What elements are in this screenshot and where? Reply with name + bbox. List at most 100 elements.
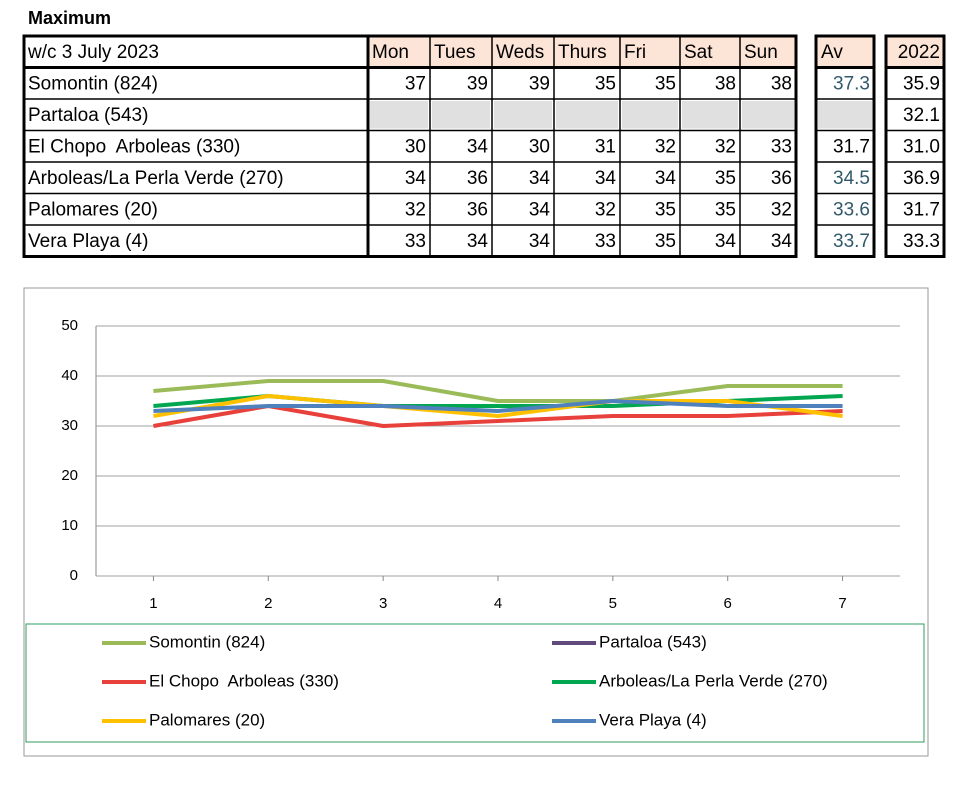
header-label: Sat — [684, 42, 713, 63]
header-cell — [816, 36, 874, 68]
header-cell — [740, 36, 796, 68]
header-cell — [886, 36, 944, 68]
cell-value: 32 — [595, 199, 616, 220]
x-tick-label: 3 — [379, 595, 387, 612]
cell-value: 30 — [529, 136, 550, 157]
cell-value: 34 — [655, 168, 677, 189]
cell-value: 37 — [405, 73, 426, 94]
cell-value: 36 — [467, 199, 488, 220]
prev-value: 33.3 — [903, 231, 940, 252]
y-tick-label: 40 — [61, 367, 78, 384]
prev-value: 36.9 — [903, 168, 940, 189]
header-cell — [554, 36, 620, 68]
series-line — [153, 379, 843, 403]
x-tick-label: 7 — [838, 595, 846, 612]
header-cell — [492, 36, 554, 68]
legend-label: Somontin (824) — [149, 632, 265, 651]
chart-frame — [23, 287, 929, 757]
row-name: Palomares (20) — [28, 199, 158, 220]
prev-value: 31.7 — [903, 199, 940, 220]
header-label: Av — [821, 42, 843, 63]
cell-value: 34 — [529, 199, 551, 220]
y-tick-label: 10 — [61, 517, 78, 534]
y-tick-label: 50 — [61, 317, 78, 334]
cell-value: 34 — [467, 231, 489, 252]
x-tick-label: 5 — [609, 595, 617, 612]
header-cell — [620, 36, 680, 68]
cell-value: 35 — [715, 199, 736, 220]
cell-value: 36 — [771, 168, 792, 189]
empty-cell — [742, 101, 794, 129]
header-label: 2022 — [898, 42, 940, 63]
row-name: Partaloa (543) — [28, 105, 148, 126]
legend-label: Arboleas/La Perla Verde (270) — [599, 671, 828, 690]
cell-value: 34 — [529, 168, 551, 189]
av-value: 33.6 — [833, 199, 870, 220]
x-tick-label: 4 — [494, 595, 502, 612]
header-label: Weds — [496, 42, 544, 63]
cell-value: 32 — [715, 136, 736, 157]
table-border — [884, 34, 946, 258]
cell-value: 32 — [655, 136, 676, 157]
x-tick-label: 2 — [264, 595, 272, 612]
cell-value: 30 — [405, 136, 426, 157]
legend-label: El Chopo Arboleas (330) — [149, 671, 339, 690]
cell-value: 33 — [405, 231, 426, 252]
cell-value: 34 — [771, 231, 793, 252]
cell-value: 38 — [715, 73, 736, 94]
series-line — [153, 394, 843, 418]
header-label: Mon — [372, 42, 409, 63]
row-name: Arboleas/La Perla Verde (270) — [28, 168, 284, 189]
table-border — [814, 34, 876, 258]
cell-value: 38 — [771, 73, 792, 94]
sheet-title: Maximum — [28, 8, 111, 28]
x-tick-label: 6 — [724, 595, 732, 612]
header-cell — [430, 36, 492, 68]
header-label: Thurs — [558, 42, 607, 63]
empty-cell — [556, 101, 618, 129]
series-line — [153, 399, 843, 413]
cell-value: 34 — [405, 168, 427, 189]
legend-label: Palomares (20) — [149, 710, 265, 729]
av-value: 34.5 — [833, 168, 870, 189]
cell-value: 34 — [467, 136, 489, 157]
cell-value: 35 — [655, 231, 676, 252]
header-cell — [368, 36, 430, 68]
cell-value: 35 — [595, 73, 616, 94]
y-tick-label: 20 — [61, 467, 78, 484]
av-value: 31.7 — [833, 136, 870, 157]
cell-value: 32 — [405, 199, 426, 220]
cell-value: 35 — [715, 168, 736, 189]
empty-cell — [494, 101, 552, 129]
header-label: Sun — [744, 42, 778, 63]
cell-value: 34 — [715, 231, 737, 252]
cell-value: 32 — [771, 199, 792, 220]
cell-value: 39 — [529, 73, 550, 94]
header-label: w/c 3 July 2023 — [27, 42, 159, 63]
table-border — [22, 34, 798, 258]
empty-cell — [818, 101, 872, 129]
empty-cell — [370, 101, 428, 129]
empty-cell — [432, 101, 490, 129]
empty-cell — [622, 101, 678, 129]
row-name: El Chopo Arboleas (330) — [28, 136, 240, 157]
cell-value: 34 — [595, 168, 617, 189]
cell-value: 39 — [467, 73, 488, 94]
header-label: Fri — [624, 42, 646, 63]
cell-value: 34 — [529, 231, 551, 252]
cell-value: 33 — [595, 231, 616, 252]
av-value: 37.3 — [833, 73, 870, 94]
header-label: Tues — [434, 42, 476, 63]
y-tick-label: 0 — [70, 567, 78, 584]
cell-value: 36 — [467, 168, 488, 189]
header-cell — [680, 36, 740, 68]
legend-label: Partaloa (543) — [599, 632, 707, 651]
row-name: Vera Playa (4) — [28, 231, 148, 252]
cell-value: 35 — [655, 73, 676, 94]
cell-value: 33 — [771, 136, 792, 157]
empty-cell — [682, 101, 738, 129]
prev-value: 32.1 — [903, 105, 940, 126]
cell-value: 31 — [595, 136, 616, 157]
cell-value: 35 — [655, 199, 676, 220]
